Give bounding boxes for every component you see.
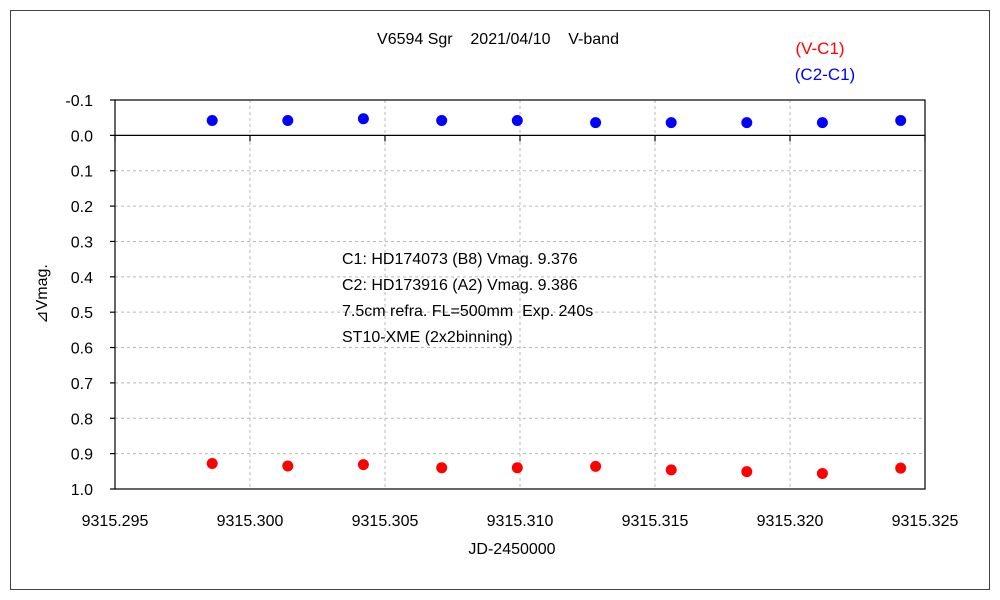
data-point-c2-c1 (282, 115, 293, 126)
data-point-v-c1 (666, 464, 677, 475)
data-point-c2-c1 (817, 117, 828, 128)
y-tick-label: 0.7 (71, 376, 93, 393)
x-tick-label: 9315.300 (217, 513, 284, 530)
x-tick-label: 9315.295 (82, 513, 149, 530)
legend-entry-c2-c1: (C2-C1) (795, 65, 855, 84)
legend-entry-v-c1: (V-C1) (795, 39, 844, 58)
x-tick-label: 9315.315 (622, 513, 689, 530)
y-tick-label: 1.0 (71, 482, 93, 499)
data-point-c2-c1 (512, 115, 523, 126)
annotation-line-1: C1: HD174073 (B8) Vmag. 9.376 (342, 251, 578, 268)
chart-title: V6594 Sgr 2021/04/10 V-band (377, 31, 619, 48)
x-tick-label: 9315.325 (892, 513, 959, 530)
data-point-c2-c1 (741, 117, 752, 128)
y-tick-label: 0.5 (71, 305, 93, 322)
annotation-line-2: C2: HD173916 (A2) Vmag. 9.386 (342, 277, 578, 294)
data-point-v-c1 (358, 459, 369, 470)
y-tick-label: 0.6 (71, 341, 93, 358)
x-axis-title: JD-2450000 (468, 541, 555, 558)
y-tick-label: 0.1 (71, 164, 93, 181)
x-tick-label: 9315.305 (352, 513, 419, 530)
y-tick-label: 0.3 (71, 234, 93, 251)
data-point-c2-c1 (895, 115, 906, 126)
data-point-v-c1 (817, 468, 828, 479)
y-tick-label: -0.1 (65, 93, 93, 110)
y-tick-label: 0.0 (71, 128, 93, 145)
data-point-v-c1 (436, 462, 447, 473)
data-point-c2-c1 (207, 115, 218, 126)
data-point-v-c1 (895, 463, 906, 474)
data-point-c2-c1 (436, 115, 447, 126)
data-point-c2-c1 (666, 117, 677, 128)
annotation-line-3: 7.5cm refra. FL=500mm Exp. 240s (342, 303, 593, 320)
data-point-v-c1 (741, 466, 752, 477)
y-tick-label: 0.4 (71, 270, 93, 287)
data-point-v-c1 (207, 458, 218, 469)
x-tick-label: 9315.310 (487, 513, 554, 530)
data-point-v-c1 (512, 462, 523, 473)
annotation-line-4: ST10-XME (2x2binning) (342, 329, 513, 346)
data-point-c2-c1 (358, 113, 369, 124)
data-point-v-c1 (282, 461, 293, 472)
y-tick-label: 0.8 (71, 411, 93, 428)
y-tick-label: 0.2 (71, 199, 93, 216)
data-point-v-c1 (590, 461, 601, 472)
y-axis-title: ⊿Vmag. (34, 264, 51, 324)
y-tick-label: 0.9 (71, 447, 93, 464)
x-tick-label: 9315.320 (757, 513, 824, 530)
data-point-c2-c1 (590, 117, 601, 128)
